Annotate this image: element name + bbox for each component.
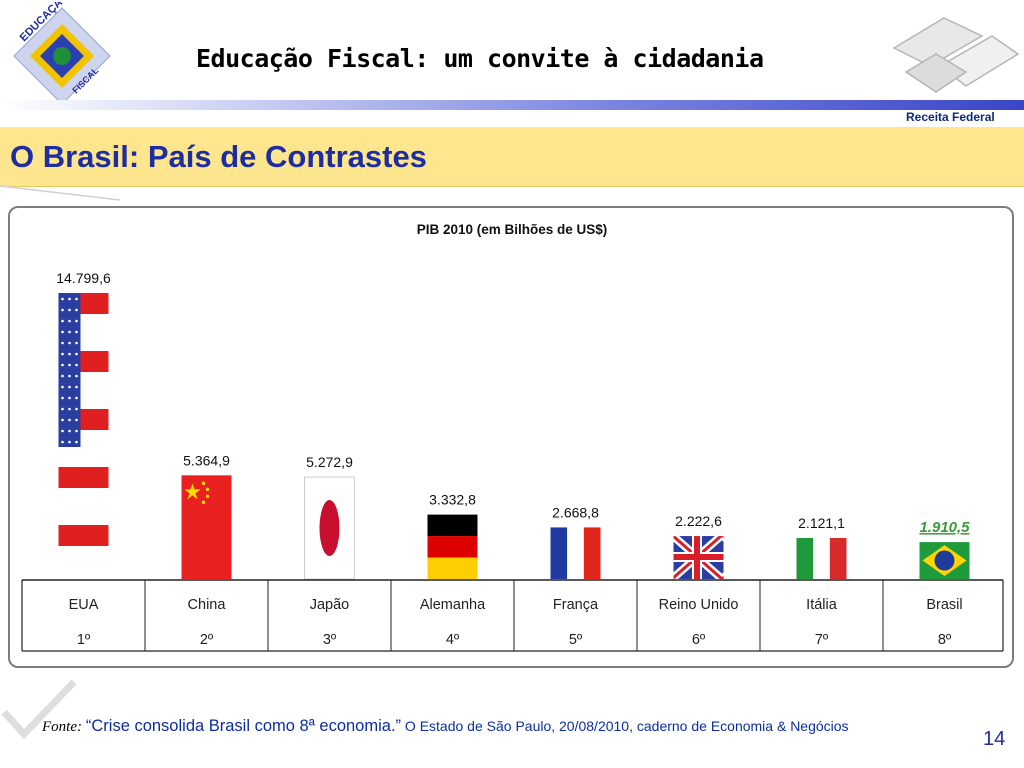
value-label-italia: 2.121,1 [798,515,845,531]
decorative-line [0,185,121,201]
bar-brasil [919,542,970,579]
country-label-brasil: Brasil [926,597,962,613]
value-label-eua: 14.799,6 [56,270,111,286]
bar-eua [58,293,109,579]
footer-checkmark-decoration [1,679,77,740]
bar-china [181,475,232,579]
educacao-fiscal-logo: EDUCAÇÃO FISCAL [13,2,111,105]
country-label-reino-unido: Reino Unido [659,597,739,613]
rank-label-franca: 5º [569,632,583,648]
source-quote: “Crise consolida Brasil como 8ª economia… [85,717,402,735]
value-label-franca: 2.668,8 [552,504,599,520]
country-label-franca: França [553,597,599,613]
bar-franca [550,527,601,579]
bar-alemanha [427,514,478,579]
country-label-italia: Itália [806,597,838,613]
rank-label-brasil: 8º [938,632,952,648]
country-label-japao: Japão [310,597,350,613]
rank-label-reino-unido: 6º [692,632,706,648]
country-label-alemanha: Alemanha [420,597,486,613]
bar-japao [304,476,355,580]
slide-title-band [0,127,1024,187]
value-label-reino-unido: 2.222,6 [675,513,722,529]
bar-italia [796,538,847,579]
receita-federal-label: Receita Federal [906,110,995,124]
value-label-japao: 5.272,9 [306,454,353,470]
rank-label-china: 2º [200,632,214,648]
value-label-china: 5.364,9 [183,452,230,468]
source-label: Fonte: [42,719,82,735]
receita-federal-logo [892,17,1020,93]
slide-title: O Brasil: País de Contrastes [10,139,427,174]
value-label-alemanha: 3.332,8 [429,492,476,508]
rank-label-eua: 1º [77,632,91,648]
header-gradient-bar [0,100,1024,110]
chart-title: PIB 2010 (em Bilhões de US$) [417,222,608,237]
rank-label-japao: 3º [323,632,337,648]
chart-frame [8,206,1014,668]
source-details: O Estado de São Paulo, 20/08/2010, cader… [404,718,849,734]
header-title: Educação Fiscal: um convite à cidadania [196,44,764,73]
rank-label-alemanha: 4º [446,632,460,648]
country-label-china: China [188,597,227,613]
source-citation: Fonte: “Crise consolida Brasil como 8ª e… [42,717,1022,736]
country-label-eua: EUA [69,597,99,613]
rank-label-italia: 7º [815,632,829,648]
page-number: 14 [983,728,1006,750]
bar-reino-unido [673,536,724,579]
value-label-brasil: 1.910,5 [919,519,970,536]
